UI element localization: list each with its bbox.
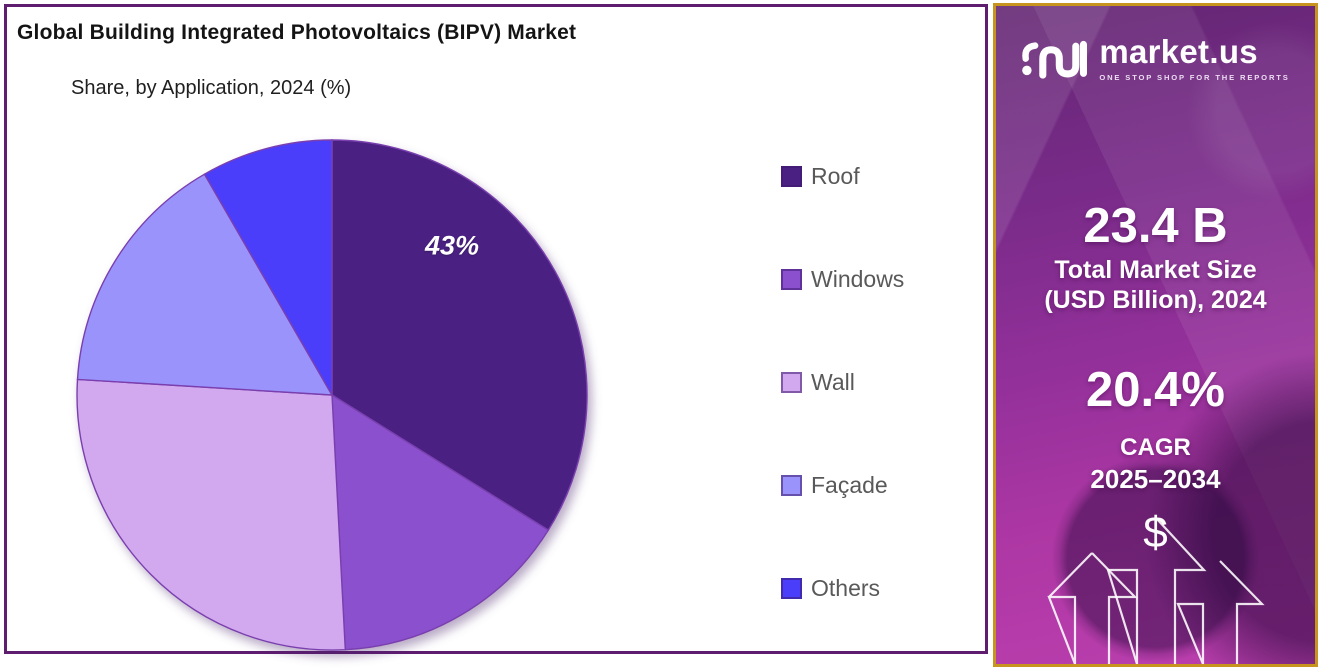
dollar-icon: $	[1143, 508, 1168, 557]
legend-item-facade: Façade	[781, 472, 904, 499]
legend-label-windows: Windows	[811, 266, 905, 292]
legend-swatch-wall	[781, 372, 802, 393]
legend-label-others: Others	[811, 575, 881, 601]
chart-legend: Roof Windows Wall Façade Others	[781, 163, 904, 602]
legend-label-roof: Roof	[811, 163, 860, 189]
brand-tagline: ONE STOP SHOP FOR THE REPORTS	[1099, 72, 1290, 82]
stat-cagr-value: 20.4%	[1086, 363, 1225, 417]
stat-market-size-sublabel: (USD Billion), 2024	[1044, 286, 1267, 314]
stat-cagr-label: CAGR	[1120, 434, 1191, 461]
legend-label-facade: Façade	[811, 472, 888, 498]
pie-slice-wall	[76, 378, 347, 651]
legend-swatch-roof	[781, 166, 802, 187]
legend-swatch-facade	[781, 475, 802, 496]
legend-item-others: Others	[781, 575, 904, 602]
chart-subtitle: Share, by Application, 2024 (%)	[71, 77, 352, 99]
legend-label-wall: Wall	[811, 369, 855, 395]
chart-panel: Global Building Integrated Photovoltaics…	[4, 4, 988, 654]
legend-item-windows: Windows	[781, 266, 904, 293]
brand-name: market.us	[1099, 32, 1258, 70]
pie-chart-svg	[76, 139, 588, 651]
pie-chart	[65, 128, 599, 662]
info-panel: market.us ONE STOP SHOP FOR THE REPORTS …	[993, 3, 1318, 667]
pie-slice-windows	[331, 393, 550, 651]
chart-title: Global Building Integrated Photovoltaics…	[17, 21, 577, 44]
pie-data-label-roof: 43%	[424, 230, 480, 261]
legend-swatch-windows	[781, 269, 802, 290]
stat-market-size-label: Total Market Size	[1054, 256, 1257, 284]
stat-market-size-value: 23.4 B	[1083, 199, 1228, 253]
pie-slice-roof	[331, 139, 588, 532]
legend-swatch-others	[781, 578, 802, 599]
legend-item-wall: Wall	[781, 369, 904, 396]
brand-text-block: market.us ONE STOP SHOP FOR THE REPORTS	[1099, 35, 1289, 82]
marketus-logo-icon	[1022, 40, 1088, 79]
legend-item-roof: Roof	[781, 163, 904, 190]
growth-arrows-icon	[1047, 517, 1265, 664]
pie-slice-façade	[76, 173, 334, 396]
brand-logo-row: market.us ONE STOP SHOP FOR THE REPORTS	[996, 30, 1315, 86]
stat-cagr-years: 2025–2034	[1090, 464, 1221, 494]
pie-slice-others	[203, 139, 333, 398]
